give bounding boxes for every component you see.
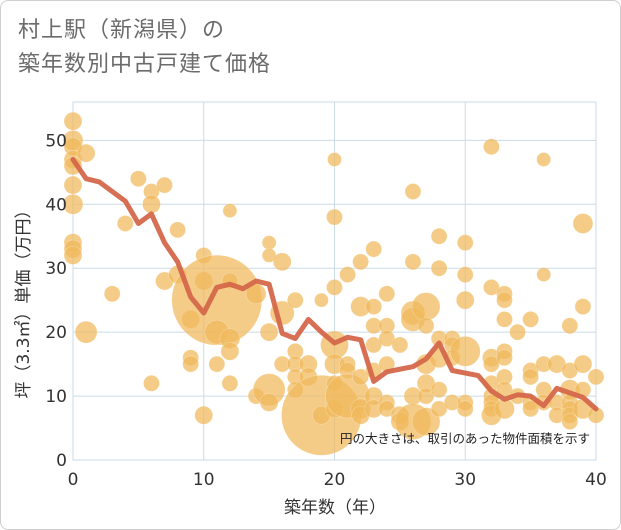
bubble-point [536,267,552,282]
bubble-point [456,400,474,418]
x-tick-label: 40 [585,470,607,490]
y-tick-label: 20 [45,323,67,343]
bubble-point [143,374,160,392]
bubble-point [220,342,240,361]
bubble-point [63,246,83,265]
bubble-point [449,336,481,367]
bubble-point [326,279,343,296]
bubble-point [456,234,474,251]
bubble-point [404,183,422,200]
bubble-point [417,387,435,405]
bubble-point [483,355,500,373]
bubble-point [365,336,383,354]
bubble-point [430,400,448,418]
bubble-point [259,322,279,342]
bubble-point [456,266,474,283]
bubble-point [314,292,329,308]
bubble-point [561,317,579,335]
bubble-point [411,292,441,321]
x-tick-label: 10 [193,470,215,490]
y-tick-label: 40 [45,195,67,215]
y-tick-label: 10 [45,387,67,407]
bubble-point [62,193,84,215]
bubble-point [572,213,594,234]
bubble-point [411,407,441,436]
bubble-point [221,374,239,392]
bubble-point [156,176,173,194]
bubble-point [430,381,448,398]
bubble-point [494,398,515,420]
bubble-point [574,298,592,315]
bubble-point [182,355,199,373]
bubble-point [326,208,343,226]
bubble-point [378,285,396,303]
bubble-point [536,152,552,167]
bubble-point [573,354,593,374]
bubble-point [509,323,526,341]
bubble-point [417,317,435,335]
bubble-point [259,393,279,412]
bubble-point [286,291,304,309]
bubble-point [587,368,605,386]
y-tick-label: 50 [45,131,67,151]
bubble-point [455,290,475,310]
x-axis-label: 築年数（年） [284,498,386,518]
bubble-point [142,194,161,214]
bubble-point [352,253,369,271]
chart-title-line1: 村上駅（新潟県）の [18,18,226,43]
bubble-point [365,240,383,258]
bubble-point [483,138,500,156]
bubble-point [327,152,342,167]
bubble-point [261,235,277,250]
bubble-point [130,170,147,188]
x-tick-label: 0 [68,470,79,490]
tick-labels: 0 10 20 30 40 0 10 20 30 40 50 [45,131,606,490]
bubble-point [522,311,539,328]
bubble-layer [62,111,605,456]
bubble-point [430,227,448,245]
x-tick-label: 20 [324,470,346,490]
trend-line-layer [70,157,599,412]
bubble-point [522,400,539,418]
y-axis-label: 坪（3.3㎡）単価（万円） [14,201,34,398]
x-tick-label: 30 [454,470,476,490]
bubble-point [483,279,500,296]
bubble-point [365,298,383,315]
bubble-point [391,336,409,354]
bubble-point [194,405,214,425]
bubble-point [404,253,422,271]
bubble-point [74,320,98,344]
y-tick-label: 0 [56,451,67,471]
chart-title: 村上駅（新潟県）の 築年数別中古戸建て価格 [18,14,271,82]
bubble-point [117,215,134,232]
bubble-point [430,259,448,277]
bubble-point [339,266,356,283]
y-tick-label: 30 [45,259,67,279]
bubble-point [76,143,96,163]
bubble-point [496,291,513,309]
bubble-point [208,355,226,373]
bubble-point [561,413,579,430]
chart-title-line2: 築年数別中古戸建て価格 [18,52,272,77]
trend-line [70,157,599,412]
bubble-point [378,330,396,347]
bubble-point [522,368,539,386]
bubble-point [63,111,83,131]
bubble-point [496,311,513,328]
bubble-point [352,368,369,386]
bubble-point [63,175,83,195]
bubble-point [272,252,292,272]
bubble-point [496,349,513,367]
bubble-point [169,221,186,239]
bubble-size-note: 円の大きさは、取引のあった物件面積を示す [340,431,590,446]
bubble-point [103,285,121,303]
bubble-point [222,203,238,218]
